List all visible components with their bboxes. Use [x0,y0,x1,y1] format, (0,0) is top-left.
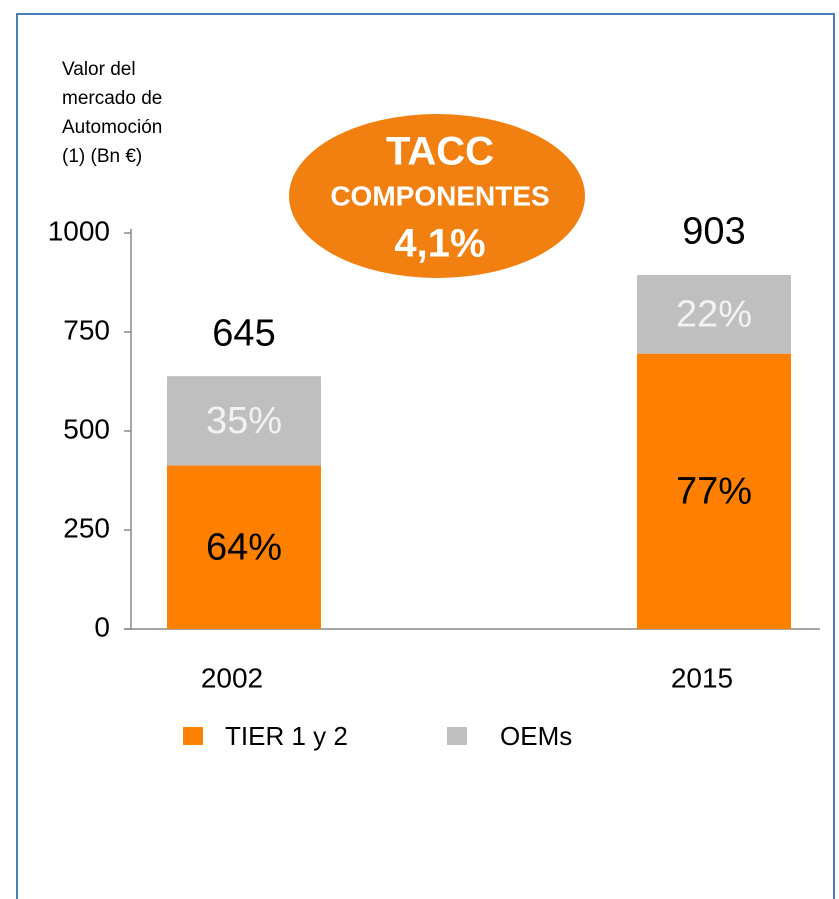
x-tick-label: 2002 [201,662,263,693]
bar-segment [637,353,791,629]
bar-segment [167,376,321,466]
data-label: 35% [206,400,282,442]
legend-label: OEMs [500,721,572,751]
data-label: 22% [676,293,752,335]
y-axis-label: Valor del [62,59,136,80]
data-label: 77% [676,470,752,512]
y-axis-label: Automoción [62,117,162,138]
bar-segment [167,465,321,629]
legend-label: TIER 1 y 2 [225,721,348,751]
y-tick-label: 250 [63,512,110,543]
y-axis-label: mercado de [62,88,162,109]
y-axis-label: (1) (Bn €) [62,146,142,167]
annotation-bubble [289,114,585,278]
y-tick-label: 0 [94,611,110,642]
y-tick-label: 500 [63,413,110,444]
annotation-text: 4,1% [394,222,485,266]
x-tick-label: 2015 [671,662,733,693]
data-label: 64% [206,526,282,568]
bar-segment [637,274,791,354]
total-label: 903 [682,210,745,252]
legend-swatch [447,727,467,745]
legend-swatch [183,727,203,745]
total-label: 645 [212,313,275,355]
annotation-text: TACC [386,130,494,174]
y-tick-label: 750 [63,314,110,345]
annotation-text: COMPONENTES [330,180,549,211]
y-tick-label: 1000 [48,215,110,246]
